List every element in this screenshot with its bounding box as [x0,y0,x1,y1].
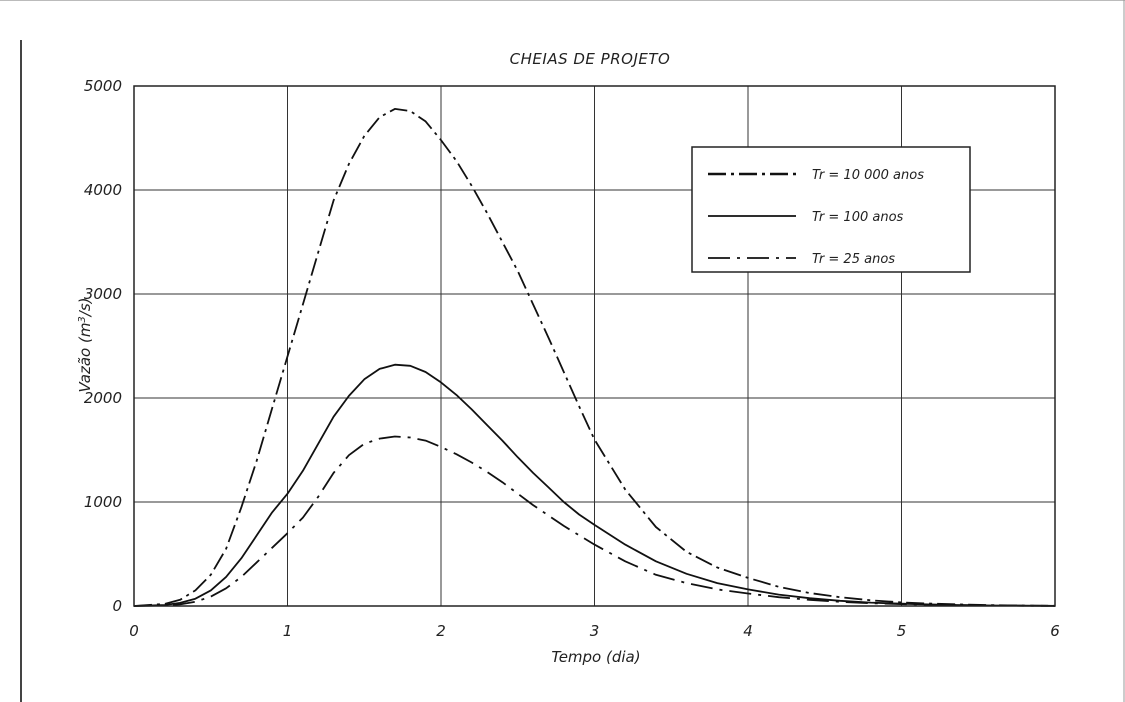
legend-label-2: Tr = 25 anos [812,252,895,267]
x-tick-label: 5 [897,622,907,640]
y-tick-label: 5000 [84,77,122,95]
y-axis-title: Vazão (m3/s) [76,297,94,392]
series-line-1 [133,363,1056,607]
legend: Tr = 10 000 anos Tr = 100 anos Tr = 25 ano… [691,146,971,273]
y-tick-label: 2000 [84,389,122,407]
y-axis-title-superscript: 3 [77,316,88,322]
y-tick-label: 1000 [84,493,122,511]
x-tick-label: 6 [1050,622,1060,640]
y-axis-title-main: Vazão (m [76,323,94,393]
y-tick-label: 4000 [84,181,122,199]
x-tick-label: 1 [283,622,293,640]
x-tick-label: 4 [743,622,753,640]
x-tick-label: 2 [436,622,446,640]
legend-items: Tr = 10 000 anos Tr = 100 anos Tr = 25 ano… [708,168,924,267]
x-axis-title: Tempo (dia) [551,648,640,666]
series-line-0 [133,108,1056,607]
legend-label-1: Tr = 100 anos [812,210,904,225]
y-tick-label: 0 [112,597,122,615]
y-tick-label: 3000 [84,285,122,303]
y-axis-title-tail: /s) [76,297,94,318]
series-group [133,108,1056,607]
x-tick-label: 3 [590,622,600,640]
plot-frame [133,85,1056,607]
legend-box [691,146,971,273]
x-tick-label: 0 [129,622,139,640]
axes: 0 1 2 3 4 5 6 0 1000 2000 3000 4000 5000 [84,77,1060,640]
legend-label-0: Tr = 10 000 anos [812,168,924,183]
chart-title: CHEIAS DE PROJETO [510,50,671,68]
